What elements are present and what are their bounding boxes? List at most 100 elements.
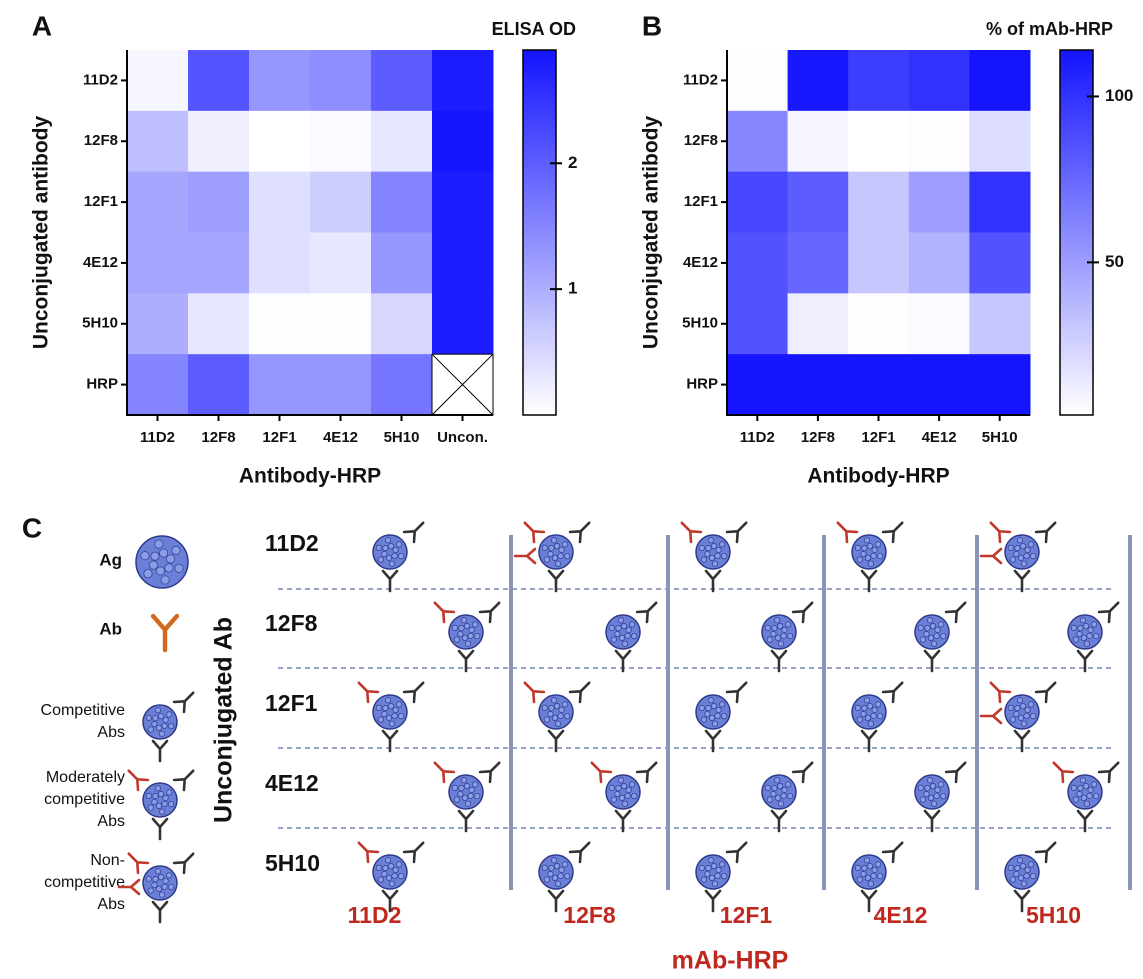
competition-icon: [1068, 598, 1123, 671]
antibody: [793, 758, 817, 782]
antibody: [986, 678, 1010, 702]
antigen-dot: [938, 622, 943, 627]
antigen-dot: [931, 641, 936, 646]
heat-cell: [188, 172, 250, 233]
heat-cell: [432, 233, 494, 294]
x-title: Antibody-HRP: [239, 465, 381, 488]
antigen-dot: [706, 865, 711, 870]
antigen-dot: [924, 631, 929, 636]
antigen-dot: [1030, 713, 1035, 718]
antigen-dot: [775, 635, 780, 640]
heat-cell: [432, 172, 494, 233]
antibody: [404, 678, 428, 702]
row-label: 5H10: [265, 850, 320, 876]
heat-cell: [969, 172, 1030, 233]
heat-cell: [432, 293, 494, 354]
heat-cell: [969, 233, 1030, 294]
antibody: [570, 518, 594, 542]
antigen-dot: [631, 633, 636, 638]
antibody: [986, 518, 1010, 542]
antigen-dot: [622, 801, 627, 806]
row-label: 11D2: [265, 530, 319, 556]
heat-cell: [127, 354, 189, 415]
heat-cell: [788, 172, 849, 233]
antigen-dot: [775, 795, 780, 800]
antigen-dot: [862, 545, 867, 550]
antigen-dot: [920, 637, 925, 642]
antigen-dot: [462, 635, 467, 640]
antigen-dot: [383, 865, 388, 870]
competition-icon: [606, 598, 661, 671]
antigen-dot: [461, 778, 466, 783]
antigen-dot: [1017, 698, 1022, 703]
x-tick-label: 11D2: [740, 429, 775, 446]
heat-cell: [371, 354, 433, 415]
antigen-dot: [1008, 545, 1013, 550]
antigen-dot: [1008, 865, 1013, 870]
antigen-dot: [864, 538, 869, 543]
heat-cell: [371, 50, 433, 111]
antigen-dot: [855, 865, 860, 870]
antigen-dot: [1084, 801, 1089, 806]
antigen-dot: [554, 703, 559, 708]
antibody: [480, 598, 504, 622]
heat-cell: [969, 354, 1030, 415]
competition-icon: [852, 678, 907, 751]
antigen-dot: [631, 793, 636, 798]
y-tick-label: 12F1: [84, 193, 118, 210]
antigen-dot: [398, 873, 403, 878]
antigen-dot: [765, 625, 770, 630]
competition-icon: [696, 678, 751, 751]
antibody: [616, 651, 630, 671]
antigen-dot: [564, 873, 569, 878]
antigen-dot: [549, 705, 554, 710]
antigen-dot: [927, 618, 932, 623]
antibody: [549, 571, 563, 591]
y-title: Unconjugated antibody: [30, 116, 53, 350]
antigen-dot: [1024, 713, 1029, 718]
antigen-dot: [785, 782, 790, 787]
competition-icon: [762, 758, 817, 831]
antigen-dot: [396, 702, 401, 707]
antigen-dot: [388, 703, 393, 708]
antigen-dot: [396, 862, 401, 867]
antigen-dot: [877, 553, 882, 558]
antigen-dot: [715, 713, 720, 718]
heat-cell: [127, 233, 189, 294]
heat-cell: [371, 293, 433, 354]
antigen-dot: [927, 778, 932, 783]
heat-cell: [727, 293, 788, 354]
heat-cell: [909, 111, 970, 172]
heat-cell: [249, 293, 311, 354]
heat-cell: [188, 50, 250, 111]
antigen-dot: [1073, 797, 1078, 802]
legend-type-label: competitive: [44, 874, 125, 891]
antigen-dot: [872, 867, 877, 872]
antigen-dot: [155, 708, 160, 713]
row-label: 12F1: [265, 690, 318, 716]
antigen-dot: [787, 793, 792, 798]
antigen-dot: [1017, 858, 1022, 863]
antigen-dot: [778, 641, 783, 646]
competition-icon: [915, 758, 970, 831]
antigen-dot: [458, 791, 463, 796]
antigen-dot: [551, 698, 556, 703]
panel-label: A: [32, 10, 52, 41]
antigen-dot: [558, 553, 563, 558]
x-tick-label: 5H10: [982, 429, 1018, 446]
antigen-dot: [615, 631, 620, 636]
antigen-dot: [875, 542, 880, 547]
antigen-dot: [156, 803, 161, 808]
antigen-dot: [542, 865, 547, 870]
antigen-dot: [472, 622, 477, 627]
antibody: [1036, 518, 1060, 542]
antigen-dot: [168, 884, 173, 889]
antigen-dot: [1091, 782, 1096, 787]
antigen-dot: [920, 797, 925, 802]
antibody: [124, 766, 148, 790]
antigen-dot: [706, 705, 711, 710]
antigen-dot: [1018, 555, 1023, 560]
row-label: 12F8: [265, 610, 318, 636]
antigen-dot: [396, 542, 401, 547]
antigen-dot: [1025, 867, 1030, 872]
